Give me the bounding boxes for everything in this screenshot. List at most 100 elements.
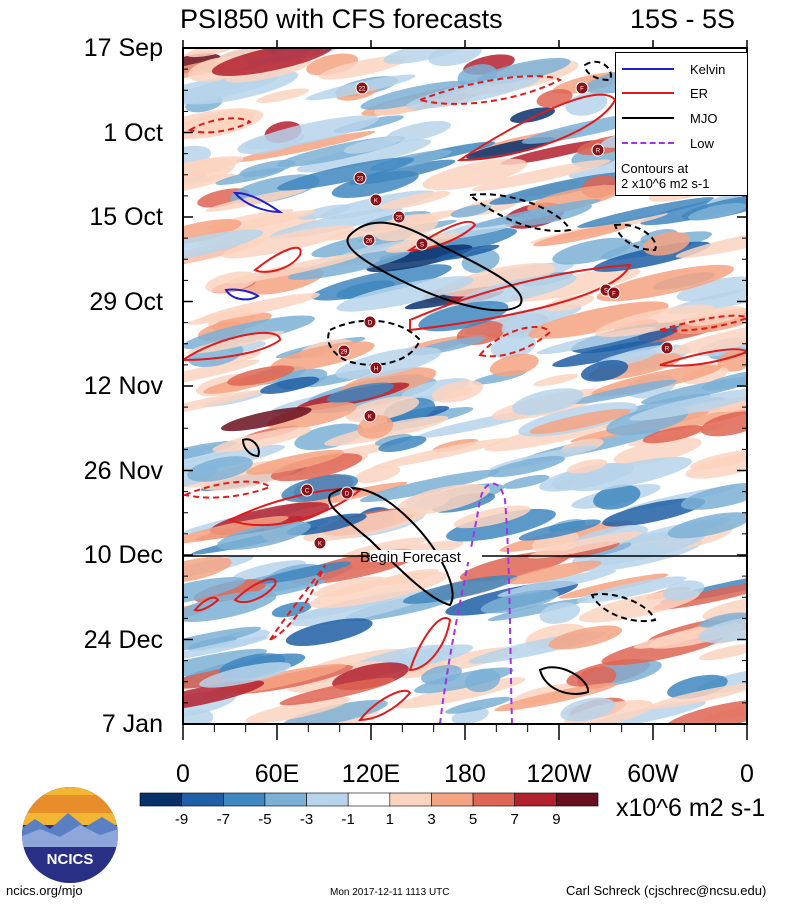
anomaly-patch (581, 359, 629, 382)
anomaly-patch (183, 648, 268, 682)
tc-marker-label: K (374, 199, 378, 205)
anomaly-patch (675, 226, 747, 258)
anomaly-patch (360, 80, 471, 110)
y-tick-label: 1 Oct (103, 118, 163, 147)
anomaly-patch (497, 569, 617, 597)
anomaly-patch (239, 159, 296, 177)
tc-marker: H (369, 361, 383, 375)
er-contour (409, 263, 632, 332)
anomaly-patch (494, 682, 618, 712)
y-tick-label: 12 Nov (83, 372, 163, 400)
legend-label: ER (690, 86, 709, 101)
tc-marker-label: H (374, 367, 378, 373)
anomaly-patch (602, 498, 706, 527)
anomaly-patch (183, 389, 265, 418)
tc-marker-label: K (368, 415, 372, 421)
x-tick-label: 60E (254, 760, 300, 788)
anomaly-patch (186, 48, 237, 58)
anomaly-patch (183, 75, 279, 109)
anomaly-patch (343, 136, 400, 154)
anomaly-patch (270, 453, 363, 482)
anomaly-patch (227, 253, 362, 284)
anomaly-patch (359, 469, 500, 503)
er-contour (408, 617, 452, 672)
anomaly-patch (279, 677, 395, 706)
x-tick-label: 0 (740, 760, 754, 788)
site-url: ncics.org/mjo (6, 883, 83, 898)
anomaly-patch (629, 387, 747, 421)
tc-marker: R (660, 341, 674, 355)
anomaly-patch (236, 579, 326, 601)
anomaly-patch (212, 426, 312, 453)
anomaly-patch (596, 264, 735, 302)
anomaly-patch (445, 696, 512, 714)
tc-marker: K (369, 193, 383, 207)
colorbar-swatch (222, 792, 266, 807)
anomaly-patch (560, 697, 615, 722)
logo-text: NCICS (47, 851, 94, 868)
anomaly-patch (717, 349, 747, 372)
author-credit: Carl Schreck (cjschrec@ncsu.edu) (566, 883, 767, 898)
anomaly-patch (453, 505, 531, 529)
kelvin-contour (232, 191, 284, 214)
colorbar-tick-label: 5 (468, 811, 478, 828)
er-contour (659, 314, 747, 332)
colorbar-tick-label: 7 (510, 811, 519, 828)
anomaly-patch (518, 519, 601, 541)
anomaly-patch (552, 237, 633, 265)
anomaly-patch (326, 382, 394, 403)
anomaly-patch (528, 531, 642, 559)
er-contour (478, 325, 552, 358)
colorbar-swatch (431, 792, 474, 807)
anomaly-patch (372, 438, 509, 469)
legend-item-low: Low (616, 135, 747, 151)
forecast-label: Begin Forecast (360, 549, 462, 566)
tc-marker: D (340, 486, 354, 500)
legend-swatch (622, 68, 674, 70)
anomaly-patch (246, 449, 344, 475)
anomaly-patch (235, 130, 376, 163)
colorbar-tick-label: 3 (427, 811, 436, 828)
anomaly-patch (571, 379, 677, 405)
anomaly-patch (471, 159, 611, 192)
anomaly-patch (640, 376, 747, 405)
anomaly-patch (331, 170, 419, 198)
anomaly-patch (216, 521, 311, 551)
anomaly-patch (221, 225, 355, 259)
anomaly-patch (267, 401, 357, 430)
mjo-contour (583, 60, 612, 82)
anomaly-patch (529, 408, 631, 434)
er-contour (183, 332, 282, 362)
anomaly-patch (440, 263, 556, 297)
tc-marker: K (363, 409, 377, 423)
legend-label: MJO (690, 111, 718, 126)
tc-marker: C (300, 483, 314, 497)
y-tick-label: 26 Nov (83, 456, 163, 485)
tc-marker: F (575, 81, 589, 95)
legend-swatch (622, 92, 674, 94)
anomaly-patch (379, 190, 451, 210)
anomaly-patch (508, 560, 602, 585)
anomaly-patch (552, 339, 667, 368)
colorbar (139, 792, 599, 807)
anomaly-patch (282, 699, 388, 724)
anomaly-patch (258, 561, 352, 584)
legend-item-mjo: MJO (616, 110, 747, 126)
er-contour (253, 246, 302, 273)
er-contour (233, 578, 277, 604)
legend-swatch (622, 117, 674, 119)
tc-marker: R (591, 143, 605, 157)
er-contour (267, 564, 326, 643)
colorbar-swatch (139, 792, 182, 807)
anomaly-patch (558, 573, 669, 599)
timestamp: Mon 2017-12-11 1113 UTC (330, 887, 450, 898)
anomaly-patch (199, 662, 292, 688)
anomaly-patch (539, 602, 581, 624)
anomaly-patch (572, 529, 707, 567)
anomaly-patch (702, 596, 747, 621)
anomaly-patch (459, 273, 577, 306)
tc-marker-label: F (580, 87, 584, 93)
x-tick-label: 120E (341, 760, 401, 788)
anomaly-patch (303, 508, 427, 542)
anomaly-patch (355, 465, 401, 484)
